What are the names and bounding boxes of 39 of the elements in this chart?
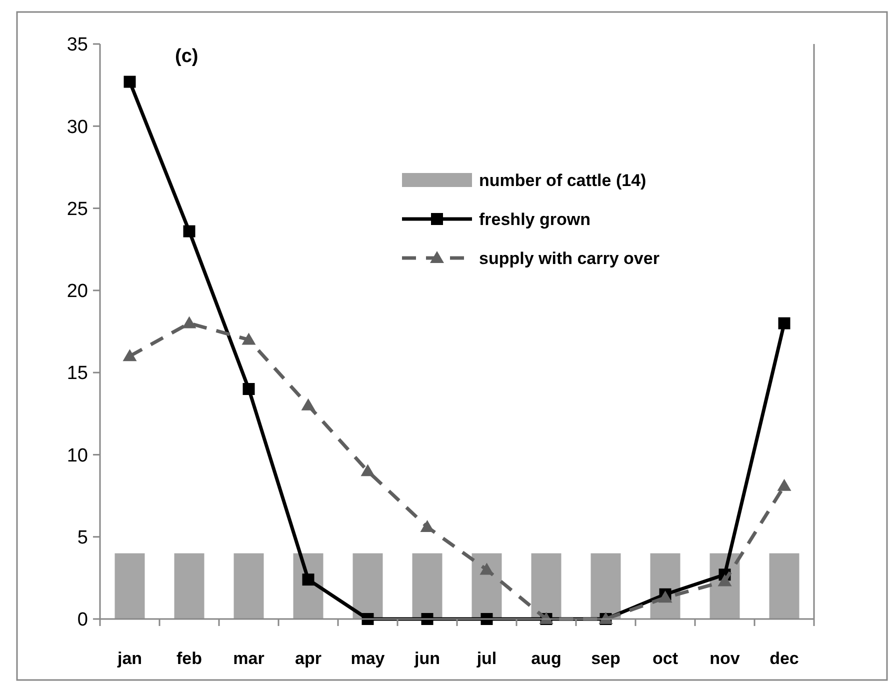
x-tick-label: feb: [176, 649, 202, 668]
point: [778, 317, 790, 330]
point: [718, 574, 732, 586]
x-tick-label: apr: [295, 649, 322, 668]
x-tick-label: jan: [116, 649, 142, 668]
point: [242, 332, 256, 345]
annotation: (c): [175, 46, 198, 67]
point: [122, 349, 137, 362]
x-tick-label: mar: [233, 649, 265, 668]
point: [658, 590, 672, 603]
y-tick-label: 5: [77, 528, 88, 549]
y-tick-label: 10: [66, 445, 88, 466]
x-tick-label: may: [350, 649, 386, 668]
point: [480, 562, 494, 575]
x-tick-label: sep: [591, 649, 620, 668]
point: [360, 464, 375, 476]
x-tick-label: jul: [476, 649, 497, 668]
point: [301, 398, 316, 410]
legend-label: freshly grown: [479, 210, 590, 229]
y-tick-label: 25: [66, 198, 88, 220]
legend-label: supply with carry over: [479, 248, 660, 268]
x-tick-label: oct: [652, 649, 678, 668]
x-tick-label: dec: [770, 649, 799, 668]
y-tick-label: 30: [66, 116, 88, 138]
point: [182, 316, 196, 328]
point: [777, 478, 792, 491]
y-tick-label: 0: [77, 610, 88, 631]
y-tick-label: 15: [66, 363, 88, 384]
y-tick-label: 35: [66, 34, 88, 56]
point: [124, 76, 136, 88]
x-tick-label: jun: [414, 649, 440, 668]
point: [183, 225, 196, 238]
x-tick-label: aug: [531, 649, 562, 668]
legend-label: number of cattle (14): [479, 170, 646, 190]
point: [420, 520, 434, 532]
y-tick-label: 20: [66, 281, 88, 302]
point: [302, 574, 314, 586]
x-tick-label: nov: [710, 649, 740, 668]
point: [242, 383, 255, 395]
